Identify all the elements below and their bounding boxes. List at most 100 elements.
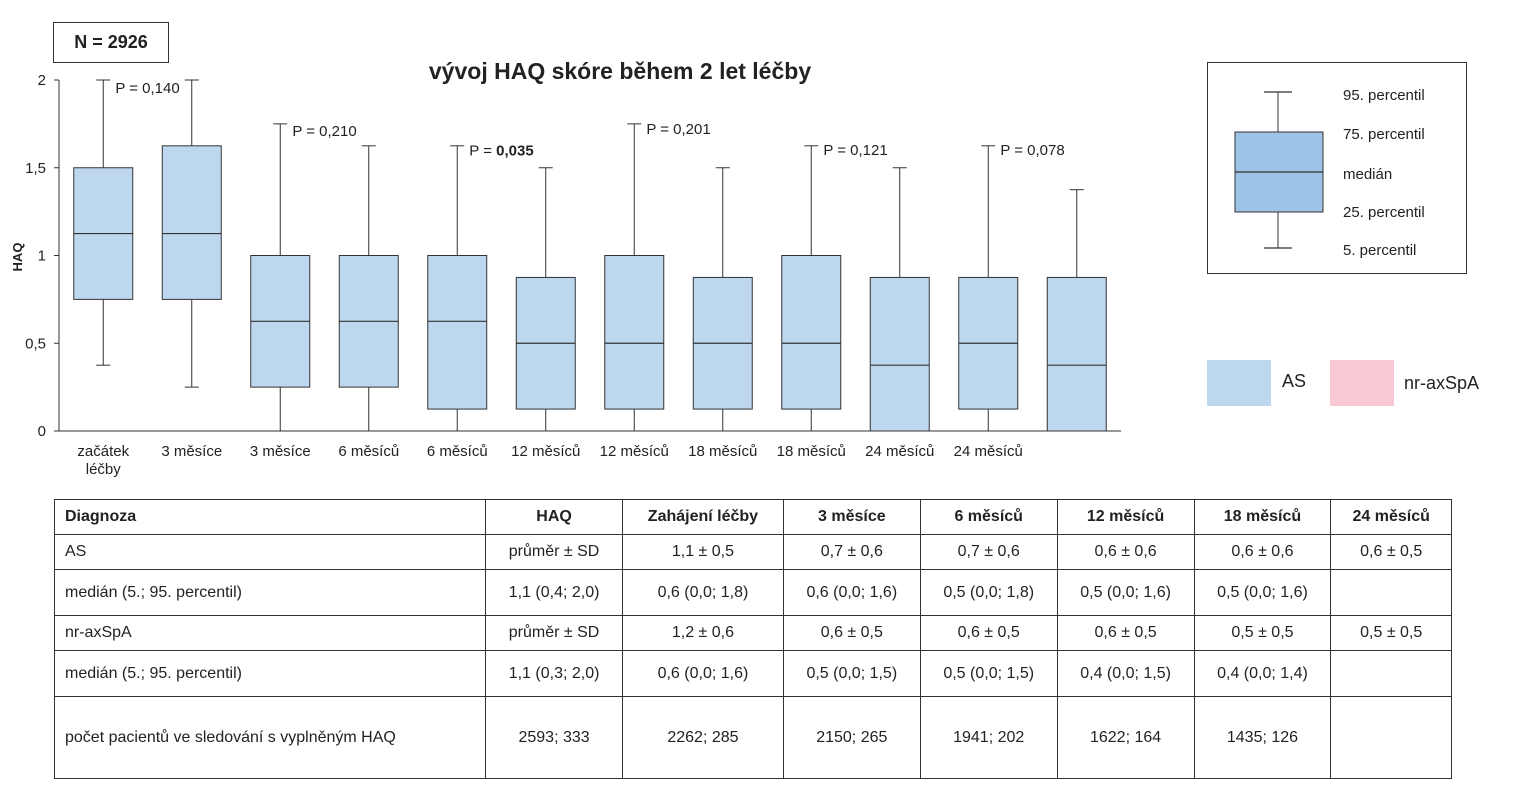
p-value-annotation: P = 0,078	[1000, 142, 1064, 159]
x-tick-label: 3 měsíce	[250, 443, 311, 460]
table-cell: 0,4 (0,0; 1,4)	[1193, 650, 1332, 697]
legend-swatch-as	[1207, 360, 1271, 406]
x-tick-label: 18 měsíců	[777, 443, 846, 460]
table-cell: 0,6 ± 0,5	[1056, 615, 1195, 651]
table-cell: 0,5 ± 0,5	[1193, 615, 1332, 651]
box-iqr	[1046, 276, 1107, 432]
x-tick-label: 12 měsíců	[511, 443, 580, 460]
table-cell	[1330, 696, 1452, 779]
table-cell: medián (5.; 95. percentil)	[53, 650, 487, 697]
p-value-annotation: P = 0,035	[469, 143, 533, 160]
table-header-row: Diagnoza HAQ Zahájení léčby 3 měsíce 6 m…	[53, 499, 1452, 535]
table-cell: 0,7 ± 0,6	[782, 534, 921, 570]
x-tick-label: 6 měsíců	[427, 443, 488, 460]
table-row: počet pacientů ve sledování s vyplněným …	[53, 696, 1452, 779]
table-row: medián (5.; 95. percentil) 1,1 (0,3; 2,0…	[53, 650, 1452, 697]
legend-label-q1: 25. percentil	[1343, 204, 1425, 221]
x-tick-label: 12 měsíců	[600, 443, 669, 460]
legend-label-p5: 5. percentil	[1343, 242, 1417, 259]
table-cell: průměr ± SD	[485, 534, 624, 570]
header-3m: 3 měsíce	[782, 499, 921, 535]
table-cell: 0,6 ± 0,6	[1056, 534, 1195, 570]
table-cell: průměr ± SD	[485, 615, 624, 651]
y-tick-label: 0,5	[25, 335, 46, 352]
sample-size-box: N = 2926	[53, 22, 169, 63]
table-cell: 1,1 ± 0,5	[622, 534, 784, 570]
table-cell: 1941; 202	[919, 696, 1058, 779]
box-iqr	[604, 255, 665, 410]
x-tick-label: léčby	[86, 461, 122, 478]
y-tick-label: 1,5	[25, 160, 46, 177]
table-cell: 1435; 126	[1193, 696, 1332, 779]
box-iqr	[869, 276, 930, 432]
sample-size-label: N = 2926	[74, 32, 148, 52]
header-diagnoza: Diagnoza	[53, 499, 487, 535]
table-cell: 0,6 (0,0; 1,6)	[622, 650, 784, 697]
legend-label-q3: 75. percentil	[1343, 126, 1425, 143]
box-iqr	[161, 145, 222, 300]
p-value-annotation: P = 0,121	[823, 142, 887, 159]
box-iqr	[427, 255, 488, 410]
x-tick-label: 18 měsíců	[688, 443, 757, 460]
legend-label-as: AS	[1282, 371, 1307, 391]
table-cell: 0,6 (0,0; 1,6)	[782, 569, 921, 616]
table-row: nr-axSpA průměr ± SD 1,2 ± 0,6 0,6 ± 0,5…	[53, 615, 1452, 651]
haq-data-table: Diagnoza HAQ Zahájení léčby 3 měsíce 6 m…	[53, 499, 1452, 779]
header-12m: 12 měsíců	[1056, 499, 1195, 535]
table-cell: 0,5 (0,0; 1,5)	[919, 650, 1058, 697]
table-cell: 0,5 ± 0,5	[1330, 615, 1452, 651]
table-cell: AS	[53, 534, 487, 570]
p-value-annotation: P = 0,210	[292, 123, 356, 140]
p-value-annotation: P = 0,140	[115, 80, 179, 97]
y-axis-label: HAQ	[10, 243, 25, 272]
header-18m: 18 měsíců	[1193, 499, 1332, 535]
table-cell: 1,1 (0,3; 2,0)	[485, 650, 624, 697]
header-zahajeni: Zahájení léčby	[622, 499, 784, 535]
box-iqr	[781, 255, 842, 410]
header-24m: 24 měsíců	[1330, 499, 1452, 535]
legend-label-median: medián	[1343, 166, 1393, 183]
table-cell: 0,7 ± 0,6	[919, 534, 1058, 570]
x-tick-label: 24 měsíců	[865, 443, 934, 460]
x-tick-label: 3 měsíce	[161, 443, 222, 460]
p-value-annotation: P = 0,201	[646, 121, 710, 138]
table-cell: 0,5 (0,0; 1,6)	[1193, 569, 1332, 616]
table-cell: medián (5.; 95. percentil)	[53, 569, 487, 616]
table-cell: 0,6 (0,0; 1,8)	[622, 569, 784, 616]
y-tick-label: 0	[38, 423, 46, 440]
table-cell: 0,6 ± 0,5	[782, 615, 921, 651]
table-cell: 1,1 (0,4; 2,0)	[485, 569, 624, 616]
table-cell: 0,5 (0,0; 1,5)	[782, 650, 921, 697]
box-legend-glyph	[1234, 91, 1324, 249]
box-legend: 95. percentil 75. percentil medián 25. p…	[1207, 62, 1467, 274]
table-cell: 0,4 (0,0; 1,5)	[1056, 650, 1195, 697]
table-cell: 2150; 265	[782, 696, 921, 779]
header-haq: HAQ	[485, 499, 624, 535]
x-tick-label: začátek	[77, 443, 129, 460]
table-cell: 1,2 ± 0,6	[622, 615, 784, 651]
table-cell: 0,5 (0,0; 1,8)	[919, 569, 1058, 616]
table-cell: nr-axSpA	[53, 615, 487, 651]
y-tick-label: 2	[38, 72, 46, 89]
table-cell: 2262; 285	[622, 696, 784, 779]
table-cell: 0,5 (0,0; 1,6)	[1056, 569, 1195, 616]
legend-label-p95: 95. percentil	[1343, 87, 1425, 104]
legend-label-nr-axspa: nr-axSpA	[1404, 373, 1480, 393]
x-tick-label: 6 měsíců	[338, 443, 399, 460]
table-cell: 0,6 ± 0,6	[1193, 534, 1332, 570]
table-cell: 2593; 333	[485, 696, 624, 779]
legend-swatch-nr-axspa	[1330, 360, 1394, 406]
table-row: medián (5.; 95. percentil) 1,1 (0,4; 2,0…	[53, 569, 1452, 616]
table-cell	[1330, 569, 1452, 616]
table-cell: 0,6 ± 0,5	[1330, 534, 1452, 570]
header-6m: 6 měsíců	[919, 499, 1058, 535]
table-cell: 1622; 164	[1056, 696, 1195, 779]
table-cell: počet pacientů ve sledování s vyplněným …	[53, 696, 487, 779]
chart-title: vývoj HAQ skóre během 2 let léčby	[428, 58, 812, 84]
table-row: AS průměr ± SD 1,1 ± 0,5 0,7 ± 0,6 0,7 ±…	[53, 534, 1452, 570]
table-cell: 0,6 ± 0,5	[919, 615, 1058, 651]
table-cell	[1330, 650, 1452, 697]
x-tick-label: 24 měsíců	[954, 443, 1023, 460]
y-tick-label: 1	[38, 248, 46, 265]
